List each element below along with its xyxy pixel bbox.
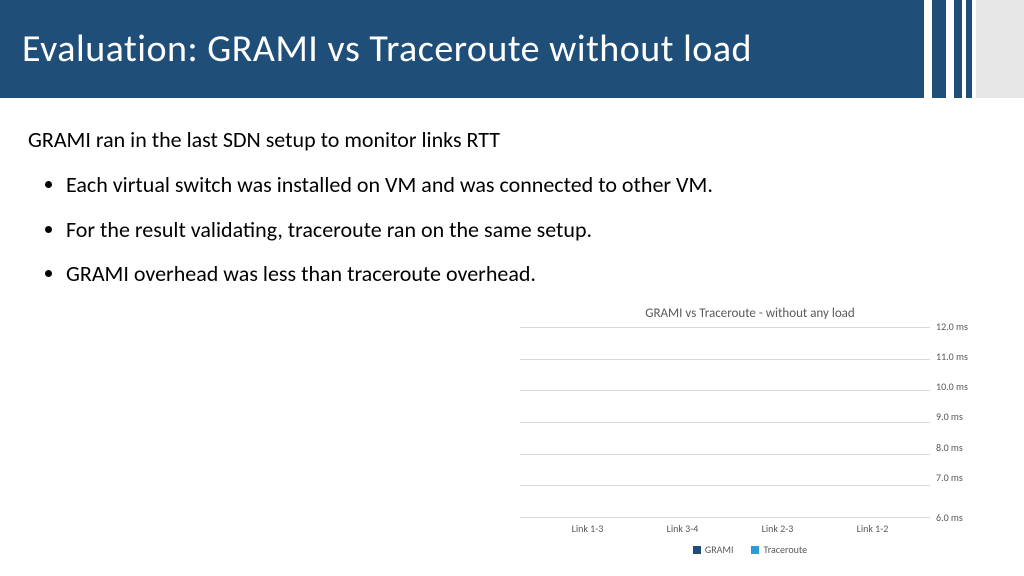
chart-plot-row: 12.0 ms 11.0 ms 10.0 ms 9.0 ms 8.0 ms 7.… xyxy=(520,327,980,518)
x-label: Link 1-2 xyxy=(825,522,920,535)
x-label: Link 2-3 xyxy=(730,522,825,535)
legend-label: Traceroute xyxy=(763,543,807,556)
chart-y-axis: 12.0 ms 11.0 ms 10.0 ms 9.0 ms 8.0 ms 7.… xyxy=(930,327,980,518)
slide-header: Evaluation: GRAMI vs Traceroute without … xyxy=(0,0,1024,98)
y-tick: 9.0 ms xyxy=(936,412,980,422)
bar-chart: GRAMI vs Traceroute - without any load 1… xyxy=(520,306,980,556)
chart-gridlines xyxy=(520,327,930,518)
legend-swatch xyxy=(751,546,759,554)
header-stripes xyxy=(924,0,1024,98)
slide-title: Evaluation: GRAMI vs Traceroute without … xyxy=(22,26,752,72)
chart-x-axis: Link 1-3 Link 3-4 Link 2-3 Link 1-2 xyxy=(520,518,980,535)
bullet-item: Each virtual switch was installed on VM … xyxy=(66,171,996,200)
legend-item-traceroute: Traceroute xyxy=(751,543,807,556)
y-tick: 12.0 ms xyxy=(936,322,980,332)
y-tick: 10.0 ms xyxy=(936,382,980,392)
bullet-list: Each virtual switch was installed on VM … xyxy=(28,171,996,289)
y-tick: 7.0 ms xyxy=(936,473,980,483)
legend-item-grami: GRAMI xyxy=(693,543,734,556)
chart-plot xyxy=(520,327,930,518)
x-label: Link 1-3 xyxy=(540,522,635,535)
bullet-item: For the result validating, traceroute ra… xyxy=(66,216,996,245)
legend-swatch xyxy=(693,546,701,554)
y-tick: 6.0 ms xyxy=(936,513,980,523)
y-tick: 8.0 ms xyxy=(936,443,980,453)
slide-body: GRAMI ran in the last SDN setup to monit… xyxy=(0,98,1024,289)
chart-legend: GRAMI Traceroute xyxy=(520,543,980,556)
chart-title: GRAMI vs Traceroute - without any load xyxy=(520,306,980,321)
intro-text: GRAMI ran in the last SDN setup to monit… xyxy=(28,126,996,153)
legend-label: GRAMI xyxy=(705,543,734,556)
x-label: Link 3-4 xyxy=(635,522,730,535)
y-tick: 11.0 ms xyxy=(936,352,980,362)
bullet-item: GRAMI overhead was less than traceroute … xyxy=(66,260,996,289)
